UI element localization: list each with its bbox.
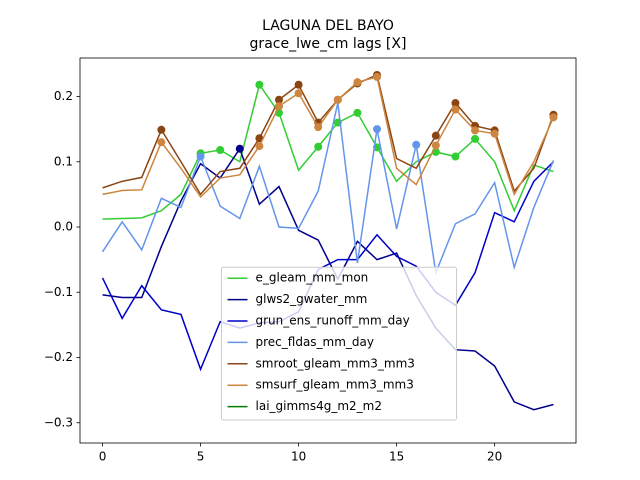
point-marker — [157, 138, 166, 147]
chart-subtitle: grace_lwe_cm lags [X] — [250, 36, 407, 52]
series-line — [101, 102, 555, 276]
y-tick-label: 0.2 — [54, 89, 73, 103]
point-marker — [412, 140, 421, 149]
series-line — [101, 161, 554, 372]
point-marker — [353, 78, 362, 87]
point-marker — [333, 95, 342, 104]
x-tick-label: 5 — [197, 450, 205, 464]
point-marker — [451, 105, 460, 114]
point-marker — [451, 152, 460, 161]
point-marker — [451, 99, 460, 108]
point-marker — [431, 141, 440, 150]
legend: e_gleam_mm_mon glws2_gwater_mm grun_ens_ru… — [221, 266, 457, 421]
y-tick-label: −0.3 — [44, 415, 73, 429]
point-marker — [373, 125, 382, 134]
point-marker — [157, 125, 166, 134]
x-tick-label: 10 — [291, 450, 306, 464]
point-marker — [353, 108, 362, 117]
point-marker — [471, 126, 480, 135]
chart-title: LAGUNA DEL BAYO — [262, 18, 394, 34]
point-marker — [314, 142, 323, 151]
point-marker — [294, 80, 303, 89]
x-tick-label: 20 — [487, 450, 502, 464]
x-tick-label: 15 — [389, 450, 404, 464]
series-line — [102, 147, 554, 411]
y-tick-label: −0.1 — [44, 285, 73, 299]
point-marker — [549, 113, 558, 122]
point-marker — [490, 129, 499, 138]
legend-label: glws2_gwater_mm — [256, 292, 368, 306]
legend-label: e_gleam_mm_mon — [256, 271, 369, 285]
legend-label: grun_ens_runoff_mm_day — [256, 314, 410, 328]
point-marker — [274, 102, 283, 111]
y-tick-label: 0.1 — [54, 154, 73, 168]
legend-label: smsurf_gleam_mm3_mm3 — [256, 378, 414, 392]
point-marker — [255, 142, 264, 151]
y-tick-label: −0.2 — [44, 350, 73, 364]
point-marker — [216, 146, 225, 155]
y-tick-label: 0.0 — [54, 220, 73, 234]
legend-label: smroot_gleam_mm3_mm3 — [256, 356, 415, 370]
point-marker — [235, 144, 244, 153]
point-marker — [314, 123, 323, 132]
point-marker — [471, 134, 480, 143]
point-marker — [196, 152, 205, 161]
x-tick-label: 0 — [99, 450, 107, 464]
series-line — [102, 82, 554, 220]
point-marker — [431, 131, 440, 140]
plot-frame — [79, 57, 577, 444]
point-marker — [255, 134, 264, 143]
legend-label: lai_gimms4g_m2_m2 — [256, 399, 383, 413]
point-marker — [373, 72, 382, 81]
point-marker — [255, 80, 264, 89]
point-marker — [274, 95, 283, 104]
point-marker — [294, 89, 303, 98]
legend-label: prec_fldas_mm_day — [256, 335, 375, 349]
legend-box — [221, 266, 457, 421]
